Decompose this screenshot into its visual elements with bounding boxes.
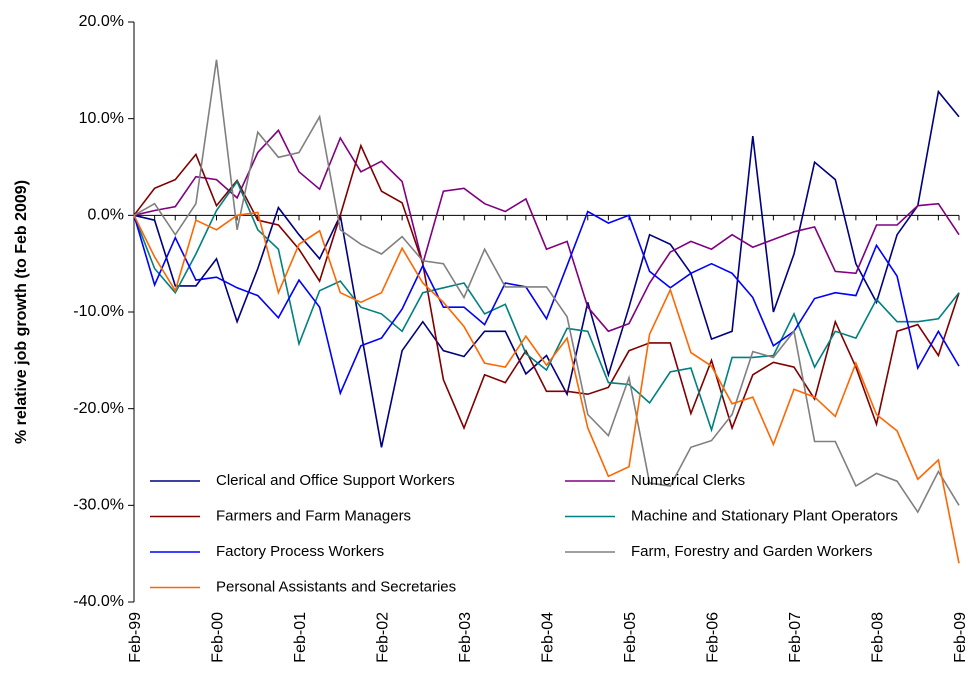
legend-label: Personal Assistants and Secretaries <box>216 578 456 595</box>
series-line <box>133 143 960 431</box>
legend-label: Farm, Forestry and Garden Workers <box>631 543 872 560</box>
x-tick-label: Feb-06 <box>705 612 722 663</box>
x-tick-label: Feb-08 <box>870 612 887 663</box>
y-tick-label: -10.0% <box>73 303 124 320</box>
legend-label: Numerical Clerks <box>631 472 745 489</box>
x-tick-label: Feb-00 <box>210 612 227 663</box>
series-line <box>133 211 960 564</box>
x-tick-label: Feb-05 <box>622 612 639 663</box>
legend-label: Machine and Stationary Plant Operators <box>631 507 898 524</box>
series-line <box>133 210 960 396</box>
y-tick-label: 10.0% <box>79 110 124 127</box>
y-tick-label: 20.0% <box>79 13 124 30</box>
x-tick-label: Feb-04 <box>540 612 557 663</box>
series-line <box>133 128 960 333</box>
x-tick-label: Feb-01 <box>292 612 309 663</box>
y-axis-title: % relative job growth (to Feb 2009) <box>13 180 30 444</box>
y-tick-label: 0.0% <box>88 207 124 224</box>
y-tick-label: -40.0% <box>73 593 124 610</box>
legend-label: Farmers and Farm Managers <box>216 507 411 524</box>
y-tick-label: -30.0% <box>73 497 124 514</box>
legend-label: Clerical and Office Support Workers <box>216 472 455 489</box>
series-line <box>133 179 960 433</box>
y-tick-label: -20.0% <box>73 400 124 417</box>
x-tick-label: Feb-99 <box>127 612 144 663</box>
legend-label: Factory Process Workers <box>216 543 384 560</box>
series-line <box>133 89 960 448</box>
x-tick-label: Feb-07 <box>787 612 804 663</box>
x-tick-label: Feb-02 <box>375 612 392 663</box>
x-tick-label: Feb-03 <box>457 612 474 663</box>
x-tick-label: Feb-09 <box>952 612 969 663</box>
series-line <box>133 59 960 514</box>
